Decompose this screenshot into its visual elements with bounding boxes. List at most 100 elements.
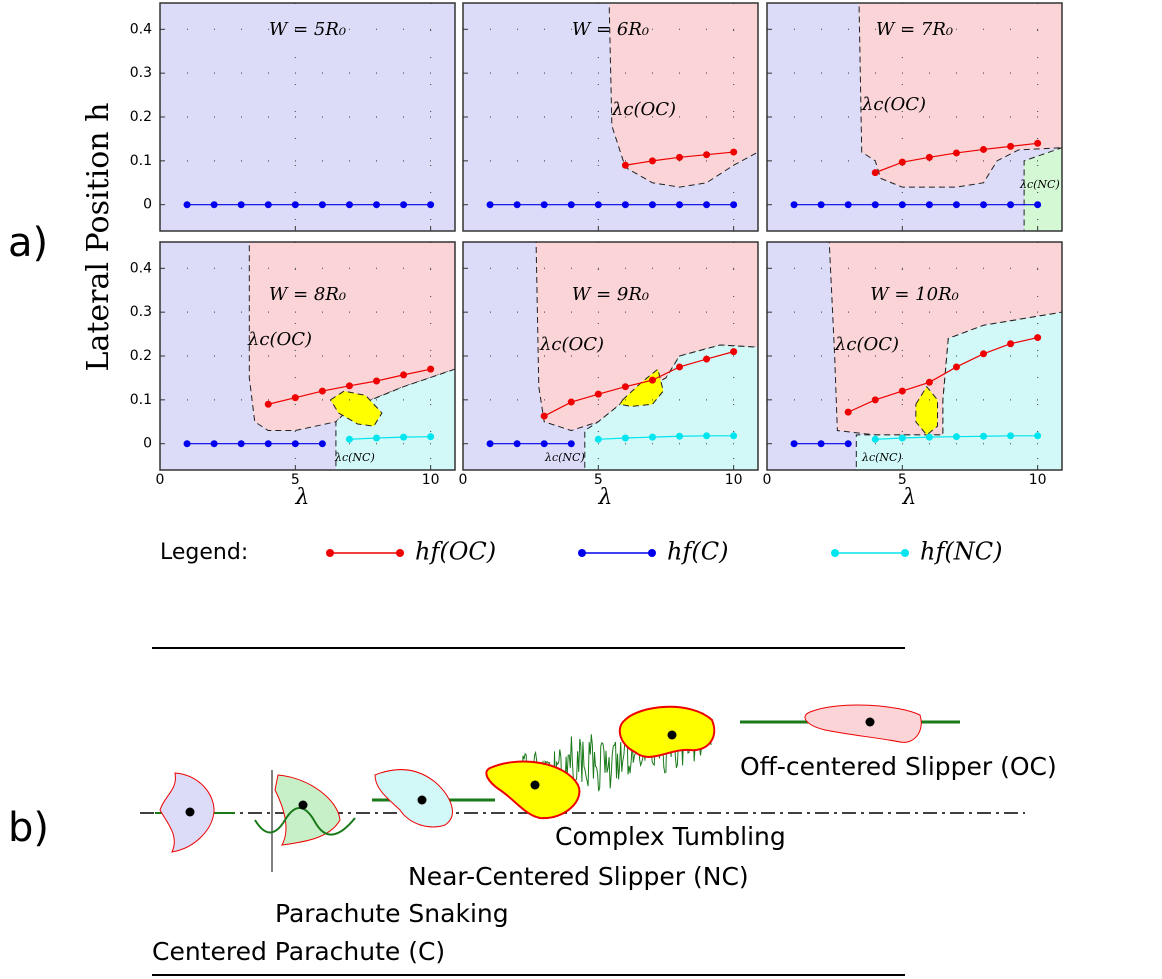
data-point (621, 434, 629, 442)
data-point (345, 435, 353, 443)
data-point (183, 440, 191, 448)
data-point (1034, 432, 1042, 440)
data-point (513, 201, 521, 209)
data-point (648, 157, 656, 165)
y-tick-label: 0.1 (130, 153, 152, 169)
panel-border (766, 241, 1063, 471)
data-point (1007, 201, 1015, 209)
data-point (703, 355, 711, 363)
cell-shape (274, 774, 341, 846)
panel-title: W = 5R₀ (269, 19, 346, 40)
panel (463, 3, 758, 231)
panel-background (160, 3, 455, 231)
panel-label: a) (8, 220, 48, 266)
cell-shape (485, 760, 581, 820)
data-point (871, 201, 879, 209)
data-point (817, 440, 825, 448)
data-point (318, 201, 326, 209)
data-point (621, 201, 629, 209)
data-point (183, 201, 191, 209)
cell-center (530, 780, 540, 790)
phase-region (915, 385, 939, 436)
regime-label: Parachute Snaking (275, 899, 509, 928)
regime-label: Off-centered Slipper (OC) (740, 752, 1057, 781)
annotation: λc(NC) (1019, 178, 1060, 191)
data-point (540, 412, 548, 420)
data-point (400, 201, 408, 209)
annotation: λc(OC) (247, 329, 312, 350)
data-point (925, 378, 933, 386)
annotation: λc(NC) (544, 451, 585, 464)
legend-swatch (326, 549, 334, 557)
data-point (594, 201, 602, 209)
cell-shape (804, 704, 922, 743)
data-point (513, 440, 521, 448)
annotation: λc(OC) (611, 99, 676, 120)
data-point (703, 201, 711, 209)
data-point (264, 440, 272, 448)
data-point (237, 201, 245, 209)
series-line (598, 435, 734, 440)
legend-swatch (901, 549, 909, 557)
x-axis-label: λ (295, 485, 310, 510)
cell-center (185, 807, 195, 817)
data-point (648, 433, 656, 441)
y-axis-label: Lateral Position h (81, 103, 116, 372)
y-tick-label: 0.3 (130, 65, 152, 81)
data-point (345, 201, 353, 209)
panel-title: W = 8R₀ (269, 284, 346, 305)
data-point (980, 145, 988, 153)
phase-region (1023, 147, 1062, 231)
x-tick-label: 10 (422, 472, 440, 488)
legend-label: hf(OC) (415, 538, 496, 566)
annotation: λc(OC) (539, 334, 604, 355)
data-point (291, 440, 299, 448)
data-point (1034, 334, 1042, 342)
data-point (676, 153, 684, 161)
annotation: λc(OC) (861, 94, 926, 115)
legend-title: Legend: (160, 540, 248, 565)
data-point (1034, 201, 1042, 209)
series-line (847, 336, 1038, 413)
data-point (345, 382, 353, 390)
data-point (621, 161, 629, 169)
data-point (790, 201, 798, 209)
data-point (676, 201, 684, 209)
data-point (925, 153, 933, 161)
cell-center (417, 795, 427, 805)
data-point (373, 201, 381, 209)
data-point (676, 363, 684, 371)
y-tick-label: 0.1 (130, 392, 152, 408)
data-point (676, 432, 684, 440)
annotation: λc(NC) (334, 451, 375, 464)
y-tick-label: 0 (143, 197, 152, 213)
data-point (318, 440, 326, 448)
panel-border (159, 2, 456, 232)
panel-border (766, 2, 1063, 232)
data-point (237, 440, 245, 448)
data-point (1007, 432, 1015, 440)
panel-title: W = 6R₀ (572, 19, 649, 40)
x-axis-label: λ (598, 485, 613, 510)
data-point (648, 201, 656, 209)
y-tick-label: 0.2 (130, 109, 152, 125)
data-point (264, 201, 272, 209)
phase-region (855, 311, 1062, 470)
data-point (540, 440, 548, 448)
data-point (952, 201, 960, 209)
data-point (980, 350, 988, 358)
data-point (730, 148, 738, 156)
legend-label: hf(C) (667, 538, 728, 566)
panel (767, 242, 1062, 470)
data-point (871, 396, 879, 404)
data-point (952, 149, 960, 157)
panel-border (159, 241, 456, 471)
legend-swatch (396, 549, 404, 557)
data-point (400, 433, 408, 441)
data-point (703, 151, 711, 159)
data-point (980, 432, 988, 440)
data-point (844, 440, 852, 448)
panel-title: W = 9R₀ (572, 284, 649, 305)
data-point (291, 394, 299, 402)
data-point (952, 433, 960, 441)
